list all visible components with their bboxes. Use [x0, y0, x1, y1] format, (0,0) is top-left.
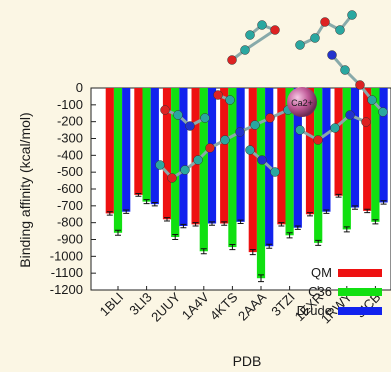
bar-qm-1bli — [106, 88, 114, 213]
molecule-atom — [241, 46, 250, 55]
molecule-atom — [266, 114, 275, 123]
molecule-atom — [181, 166, 190, 175]
bar-drude-1a4v — [208, 88, 216, 224]
x-axis-title: PDB — [233, 353, 262, 367]
bar-c36-1a4v — [200, 88, 208, 251]
y-tick-label: -500 — [57, 164, 83, 179]
molecule-atom — [258, 156, 267, 165]
x-tick-label: 4KTS — [207, 289, 241, 323]
molecule-atom — [246, 146, 255, 155]
y-tick-label: -800 — [57, 215, 83, 230]
molecule-atom — [206, 144, 215, 153]
molecule-atom — [362, 118, 371, 127]
molecule-atom — [228, 56, 237, 65]
legend-swatch-c36 — [338, 288, 382, 296]
y-tick-label: -300 — [57, 131, 83, 146]
molecule-atom — [186, 122, 195, 131]
legend-label-drude: Drude — [297, 303, 332, 318]
molecule-atom — [251, 121, 260, 130]
molecule-atom — [271, 26, 280, 35]
molecule-atom — [321, 18, 330, 27]
bar-qm-2aaa — [249, 88, 257, 252]
bar-c36-2aaa — [257, 88, 265, 278]
legend-swatch-drude — [338, 307, 382, 315]
y-tick-labels: 0 -100 -200 -300-400 -500 -600 -700 -800 -900-10… — [50, 80, 83, 297]
molecule-atom — [214, 91, 223, 100]
y-tick-label: -700 — [57, 198, 83, 213]
y-tick-label: -1100 — [51, 265, 83, 280]
bar-drude-2uuy — [179, 88, 187, 226]
legend-label-qm: QM — [311, 265, 332, 280]
molecule-atom — [348, 11, 357, 20]
molecule-atom — [296, 41, 305, 50]
molecule-atom — [156, 161, 165, 170]
bar-drude-3li3 — [151, 88, 159, 204]
molecule-atom — [341, 66, 350, 75]
bar-drude-4kts — [237, 88, 245, 222]
molecule-atom — [296, 126, 305, 135]
x-tick-label: 2UUY — [148, 289, 183, 324]
molecule-atom — [331, 124, 340, 133]
bar-c36-3li3 — [143, 88, 151, 202]
bar-drude-1rwy — [351, 88, 359, 208]
legend-swatch-qm — [338, 269, 382, 277]
bar-drude-1bli — [122, 88, 130, 212]
bar-c36-1rwy — [343, 88, 351, 229]
molecule-atom — [271, 168, 280, 177]
molecule-atom — [221, 136, 230, 145]
molecule-atom — [356, 81, 365, 90]
y-tick-label: -900 — [57, 232, 83, 247]
y-tick-label: -600 — [57, 181, 83, 196]
molecule-atom — [168, 174, 177, 183]
molecule-atom — [258, 21, 267, 30]
molecule-atom — [314, 136, 323, 145]
bar-c36-1exr — [314, 88, 322, 243]
x-tick-label: 1BLI — [97, 290, 127, 320]
bar-qm-1rwy — [335, 88, 343, 196]
bar-qm-3li3 — [134, 88, 142, 195]
bar-drude-1exr — [322, 88, 330, 212]
legend-label-c36: C36 — [308, 284, 332, 299]
x-tick-label: 1A4V — [179, 289, 212, 322]
bar-drude-3icb — [380, 88, 388, 202]
molecule-atom — [346, 111, 355, 120]
bar-c36-4kts — [228, 88, 236, 247]
bar-c36-1bli — [114, 88, 122, 233]
x-tick-label: 2AAA — [235, 289, 269, 323]
molecule-atom — [161, 106, 170, 115]
y-tick-label: -200 — [57, 114, 83, 129]
molecule-atom — [368, 96, 377, 105]
bar-qm-3icb — [363, 88, 371, 211]
molecule-atom — [328, 51, 337, 60]
molecule-atom — [246, 31, 255, 40]
molecule-atom — [194, 156, 203, 165]
y-axis-title: Binding affinity (kcal/mol) — [17, 112, 33, 267]
molecule-atom — [174, 111, 183, 120]
molecule-atom — [379, 108, 388, 117]
y-tick-label: -1200 — [50, 282, 83, 297]
molecule-atom — [236, 128, 245, 137]
y-tick-label: -1000 — [50, 248, 83, 263]
molecule-atom — [336, 26, 345, 35]
molecule-atom — [311, 34, 320, 43]
y-tick-label: -400 — [57, 147, 83, 162]
calcium-ion-label: Ca2+ — [291, 98, 313, 108]
molecule-atom — [226, 96, 235, 105]
bar-qm-4kts — [220, 88, 228, 224]
molecule-atom — [201, 114, 210, 123]
y-tick-label: -100 — [57, 97, 83, 112]
y-tick-label: 0 — [76, 80, 83, 95]
